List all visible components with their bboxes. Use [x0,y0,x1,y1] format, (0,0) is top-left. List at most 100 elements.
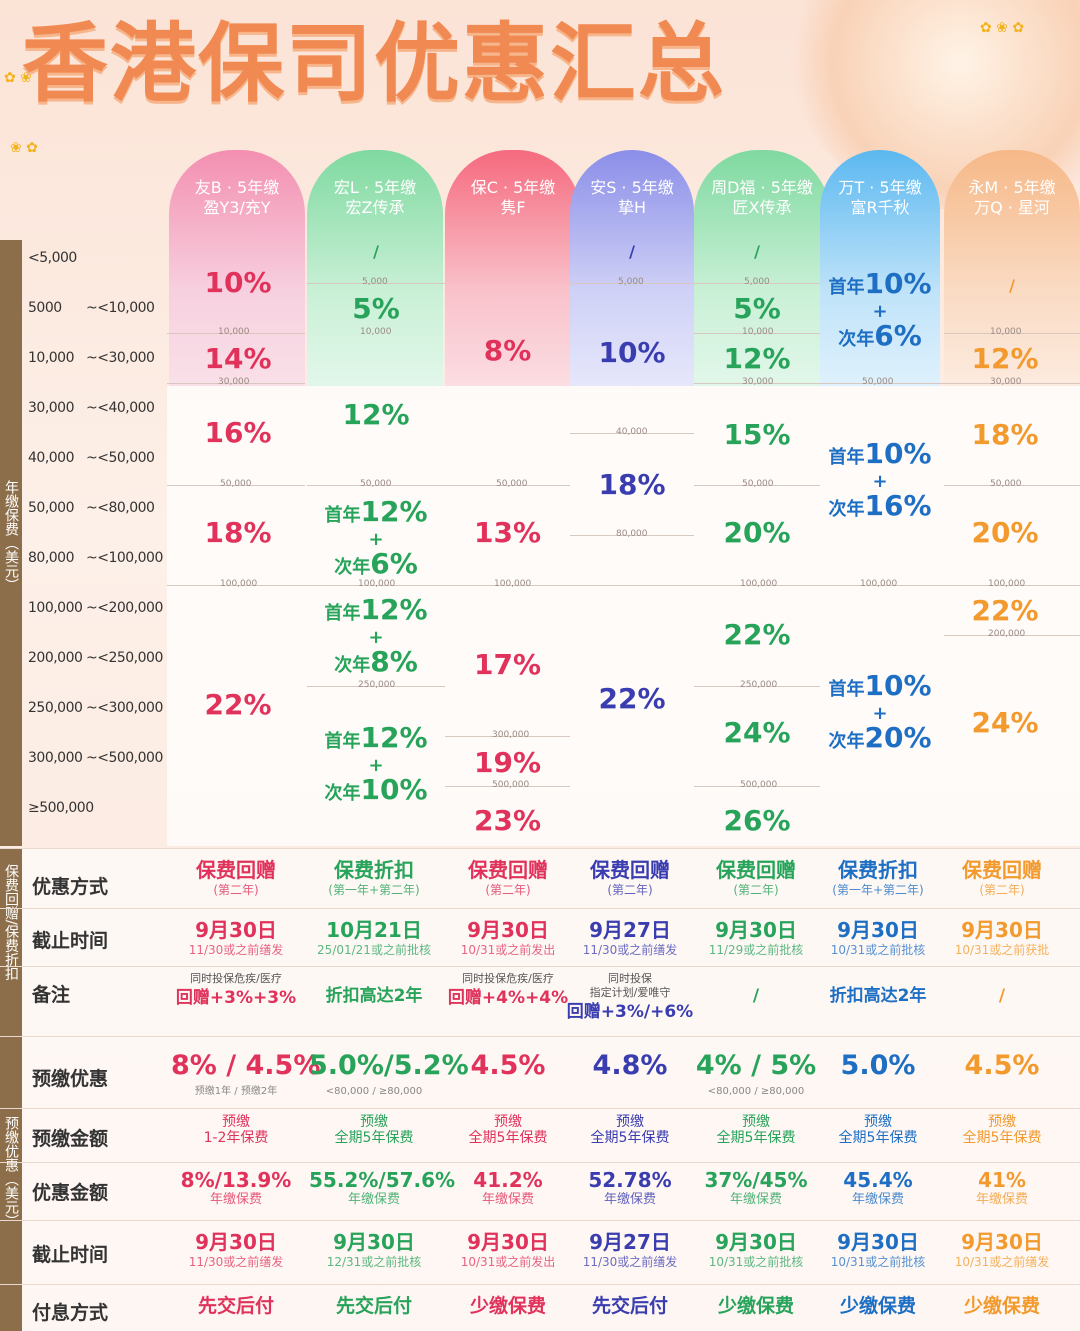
tick-line [307,686,445,687]
rate-value: 22% [204,688,272,721]
company-line1: 保C · 5年缴 [470,178,556,197]
tick-label: 100,000 [988,579,1026,589]
method-sub: (第二年) [607,883,653,897]
deadline2-main: 9月30日 [837,1230,919,1254]
tick-label: 200,000 [988,629,1026,639]
deadline-main: 9月27日 [589,918,671,942]
tick-line [944,383,1080,384]
tick-line [307,283,445,284]
deadline-sub: 11/30或之前缮发 [188,943,284,957]
deadline2-sub: 12/31或之前批核 [326,1255,422,1269]
rate-combo: 首年12% + 次年8% [307,596,445,678]
tick-label: 100,000 [220,579,258,589]
deadline-main: 9月30日 [715,918,797,942]
method-main: 保费回赠 [590,858,670,882]
prepay-main: 4.5% [470,1050,546,1081]
tick-label: 10,000 [360,327,392,337]
tick-line [694,283,820,284]
column-bg-2 [307,150,443,386]
method-sub: (第二年) [213,883,259,897]
remark-cell: 折扣高达2年 [813,984,943,1008]
rate-value: 16% [204,416,272,449]
rate-combo: 首年10% + 次年16% [820,440,940,522]
column-bg-3 [445,150,581,386]
interest-main: 先交后付 [591,1295,668,1317]
rate-na: / [629,242,635,261]
plus-sign: + [368,529,384,550]
plus-sign: + [872,301,888,322]
tick-label: 5,000 [362,277,388,287]
tick-line [445,736,570,737]
benefit-amount-sub: 年缴保费 [347,1192,400,1207]
tick-line [944,333,1080,334]
company-line2: 匠X传承 [732,198,792,217]
second-year-label: 次年 [838,329,875,350]
benefit-amount-main: 55.2%/57.6% [309,1168,456,1192]
method-cell: 保费回赠 (第二年) [691,858,821,898]
remark-cell: 折扣高达2年 [309,984,439,1008]
tick-label: 50,000 [742,479,774,489]
rate-value: 12% [971,342,1039,375]
rate-value: 22% [598,682,666,715]
premium-row-hi: ~<80,000 [86,500,155,516]
premium-row-hi: ~<30,000 [86,350,155,366]
second-year-rate: 10% [360,773,428,806]
method-main: 保费回赠 [196,858,276,882]
premium-row-labels: <5,000 5000 ~<10,000 10,000 ~<30,000 30,00… [22,240,167,846]
benefit-amount-main: 8%/13.9% [180,1168,292,1192]
blossom-icon: ❀ ✿ [10,140,38,156]
interest-main: 少缴保费 [717,1295,794,1317]
interest-cell: 先交后付 [309,1294,439,1318]
premium-row-lo: 10,000 [28,350,75,366]
first-year-label: 首年 [828,447,865,468]
tick-label: 50,000 [862,377,894,387]
tick-label: 5,000 [744,277,770,287]
prepay-main: 5.0%/5.2% [309,1050,469,1081]
method-cell: 保费回赠 (第二年) [443,858,573,898]
rate-value: 19% [473,746,542,779]
prepay-amount-cell: 预缴 全期5年保费 [565,1114,695,1146]
deadline2-main: 9月27日 [589,1230,671,1254]
remark-main: 折扣高达2年 [829,986,927,1006]
rate-value: 22% [723,618,791,651]
premium-row: 300,000 ~<500,000 [28,750,163,766]
remark-main: / [752,986,760,1006]
rate-value: 14% [204,342,272,375]
tick-line [694,485,820,486]
premium-row: <5,000 [28,250,77,266]
prepay-amount-sub: 全期5年保费 [590,1130,670,1146]
method-sub: (第二年) [979,883,1025,897]
benefit-amount-sub: 年缴保费 [729,1192,782,1207]
deadline-main: 9月30日 [961,918,1043,942]
premium-row-lo: 30,000 [28,400,75,416]
deadline2-cell: 9月30日 10/31或之前发出 [443,1230,573,1270]
divider [0,848,1080,849]
deadline-cell: 9月30日 11/30或之前缮发 [171,918,301,958]
second-year-label: 次年 [324,783,361,804]
rate-value: 12% [342,398,410,431]
premium-row: 50,000 ~<80,000 [28,500,155,516]
premium-row: 5000 ~<10,000 [28,300,155,316]
remark-main: 回赠+3%/+6% [566,1002,694,1022]
rate-value: 5% [352,292,400,325]
second-year-rate: 20% [864,721,932,754]
method-main: 保费回赠 [716,858,796,882]
interest-main: 少缴保费 [839,1295,916,1317]
premium-row-lo: 50,000 [28,500,75,516]
tick-line [694,383,820,384]
method-cell: 保费回赠 (第二年) [937,858,1067,898]
company-header-3: 保C · 5年缴 隽F [445,178,581,218]
premium-row-hi: ~<300,000 [86,700,163,716]
divider [0,1036,1080,1037]
deadline-sub: 10/31或之前发出 [460,943,556,957]
deadline-cell: 9月30日 10/31或之前发出 [443,918,573,958]
prepay-cell: 4.5% [937,1048,1067,1084]
tick-label: 100,000 [860,579,898,589]
premium-row-lo: 200,000 [28,650,83,666]
benefit-amount-cell: 8%/13.9% 年缴保费 [171,1168,301,1208]
prepay-amount-cell: 预缴 全期5年保费 [443,1114,573,1146]
column-bg-5 [694,150,830,386]
second-year-label: 次年 [828,731,865,752]
row-label-benefit-amount: 优惠金额 [32,1182,109,1204]
interest-cell: 少缴保费 [813,1294,943,1318]
